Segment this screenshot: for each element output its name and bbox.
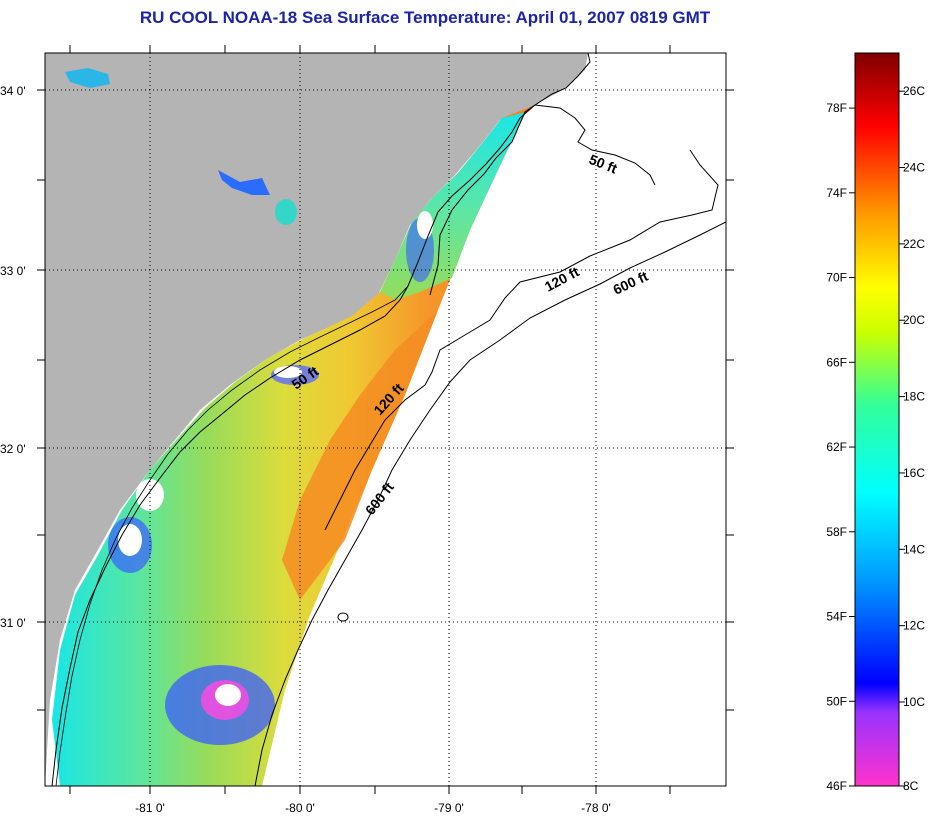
inland-lake-1	[218, 170, 270, 195]
colorbar-f-label: 78F	[826, 101, 847, 115]
coastline	[51, 53, 591, 786]
colorbar-f-label: 74F	[826, 186, 847, 200]
colorbar-f-label: 54F	[826, 610, 847, 624]
lon-label-78: -78 0'	[581, 801, 611, 815]
lon-label-79: -79 0'	[434, 801, 464, 815]
sst-warm-patch	[282, 310, 438, 600]
map-title: RU COOL NOAA-18 Sea Surface Temperature:…	[139, 8, 711, 27]
colorbar	[854, 52, 900, 787]
colorbar-f-label: 50F	[826, 694, 847, 708]
axis-ticks	[37, 45, 734, 794]
grid-lines	[45, 53, 726, 786]
coastline-inner	[55, 285, 409, 786]
colorbar-f-label: 66F	[826, 355, 847, 369]
colorbar-f-label: 58F	[826, 525, 847, 539]
lat-label-31: 31 0'	[0, 616, 26, 630]
colorbar-c-label: 26C	[903, 84, 925, 98]
cold-patch-mid-white	[274, 366, 302, 378]
cold-patch-coast-2	[136, 479, 164, 511]
contour-120ft	[324, 149, 719, 531]
lon-label-80: -80 0'	[285, 801, 315, 815]
colorbar-c-label: 8C	[903, 779, 919, 793]
colorbar-c-label: 10C	[903, 695, 925, 709]
land-mass	[45, 53, 588, 786]
colorbar-f-label: 46F	[826, 779, 847, 793]
colorbar-c-label: 24C	[903, 161, 925, 175]
lat-label-32: 32 0'	[0, 442, 26, 456]
inland-lake-3	[65, 68, 110, 88]
colorbar-c-label: 20C	[903, 313, 925, 327]
colorbar-c-label: 18C	[903, 390, 925, 404]
colorbar-f-label: 70F	[826, 271, 847, 285]
colorbar-f-label: 62F	[826, 440, 847, 454]
lon-label-81: -81 0'	[135, 801, 165, 815]
colorbar-ticks: 78F 74F 70F 66F 62F 58F 54F 50F 46F 26C 24C 22C 20C 1…	[826, 84, 925, 793]
cold-patch-south-white	[215, 684, 241, 706]
cold-patch-coast-1-white	[118, 524, 142, 556]
map-border	[44, 52, 727, 787]
colorbar-c-label: 22C	[903, 237, 925, 251]
contour-600ft-islet	[337, 612, 349, 622]
colorbar-c-label: 14C	[903, 542, 925, 556]
cold-patch-bay-white	[417, 211, 433, 239]
contour-600ft	[254, 221, 726, 786]
inland-lake-2	[275, 199, 297, 225]
colorbar-c-label: 16C	[903, 466, 925, 480]
colorbar-c-label: 12C	[903, 619, 925, 633]
lat-label-33: 33 0'	[0, 264, 26, 278]
contour-50ft	[429, 104, 656, 296]
lat-label-34: 34 0'	[0, 84, 26, 98]
